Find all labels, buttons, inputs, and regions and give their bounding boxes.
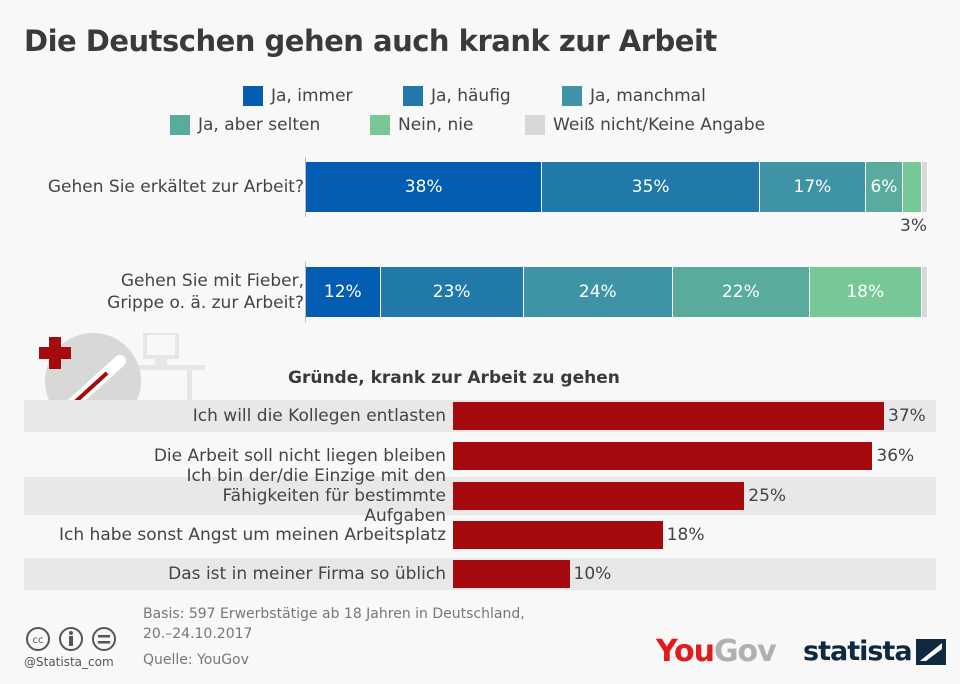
reasons-title: Gründe, krank zur Arbeit zu gehen — [288, 368, 620, 388]
footer-date: 20.–24.10.2017 — [143, 626, 253, 642]
legend-label: Ja, aber selten — [198, 115, 321, 135]
legend-swatch — [525, 115, 545, 135]
bar-segment: 38% — [306, 162, 543, 212]
cc-license-icons: cc — [26, 627, 116, 651]
axis-line — [305, 262, 306, 322]
reason-label: Ich bin der/die Einzige mit den Fähigkei… — [186, 466, 447, 526]
legend-label: Ja, manchmal — [590, 86, 706, 106]
reason-label: Das ist in meiner Firma so üblich — [168, 564, 446, 584]
reason-row: Ich will die Kollegen entlasten 37% — [24, 400, 936, 432]
legend-item: Nein, nie — [370, 115, 473, 135]
reason-row: Das ist in meiner Firma so üblich 10% — [24, 558, 936, 590]
reason-row: Die Arbeit soll nicht liegen bleiben 36% — [24, 440, 936, 472]
legend-item: Ja, manchmal — [562, 86, 706, 106]
bar-segment: 18% — [809, 267, 922, 317]
stacked-bar: 12% 23% 24% 22% 18% — [306, 267, 928, 317]
reason-value: 37% — [888, 406, 926, 426]
reason-value: 36% — [876, 446, 915, 466]
legend-swatch — [562, 86, 582, 106]
reason-label: Ich will die Kollegen entlasten — [192, 406, 446, 426]
footer-source: Quelle: YouGov — [143, 652, 249, 668]
stacked-bar: 38% 35% 17% 6% — [306, 162, 928, 212]
legend-label: Weiß nicht/Keine Angabe — [553, 115, 766, 135]
reason-label: Die Arbeit soll nicht liegen bleiben — [153, 446, 446, 466]
reason-row: Ich habe sonst Angst um meinen Arbeitspl… — [24, 519, 936, 551]
bar-segment: 23% — [380, 267, 524, 317]
bar-segment: 35% — [542, 162, 761, 212]
bar-segment: 22% — [672, 267, 810, 317]
reason-bar — [453, 402, 885, 430]
bar-segment: 24% — [523, 267, 673, 317]
statista-logo: statista — [803, 636, 946, 667]
reason-bar — [453, 482, 745, 510]
reason-label: Ich habe sonst Angst um meinen Arbeitspl… — [59, 525, 446, 545]
question-label: Gehen Sie mit Fieber, Grippe o. ä. zur A… — [107, 271, 304, 313]
legend-item: Weiß nicht/Keine Angabe — [525, 115, 765, 135]
footer-basis: Basis: 597 Erwerbstätige ab 18 Jahren in… — [143, 606, 525, 622]
legend-item: Ja, häufig — [403, 86, 511, 106]
question-label: Gehen Sie erkältet zur Arbeit? — [47, 177, 304, 197]
legend-item: Ja, aber selten — [170, 115, 320, 135]
bar-segment — [903, 162, 922, 212]
legend-label: Ja, immer — [271, 86, 353, 106]
legend-swatch — [370, 115, 390, 135]
reason-value: 25% — [748, 486, 787, 506]
reason-bar — [453, 560, 570, 588]
reason-value: 18% — [666, 525, 705, 545]
bar-segment — [921, 162, 928, 212]
bar-segment — [921, 267, 928, 317]
data-label: 3% — [900, 216, 927, 236]
bar-segment: 17% — [760, 162, 866, 212]
svg-text:cc: cc — [33, 635, 44, 646]
reason-bar — [453, 521, 663, 549]
page-title: Die Deutschen gehen auch krank zur Arbei… — [24, 24, 717, 58]
yougov-logo: YouGov — [656, 634, 777, 669]
reason-value: 10% — [573, 564, 612, 584]
bar-segment: 12% — [306, 267, 381, 317]
legend-label: Ja, häufig — [431, 86, 511, 106]
reason-row: Ich bin der/die Einzige mit den Fähigkei… — [24, 466, 936, 526]
axis-line — [305, 157, 306, 217]
legend-swatch — [403, 86, 423, 106]
reason-bar — [453, 442, 873, 470]
legend-item: Ja, immer — [243, 86, 353, 106]
bar-segment: 6% — [865, 162, 904, 212]
legend-swatch — [170, 115, 190, 135]
statista-handle: @Statista_com — [24, 655, 114, 669]
legend-label: Nein, nie — [398, 115, 474, 135]
legend-swatch — [243, 86, 263, 106]
